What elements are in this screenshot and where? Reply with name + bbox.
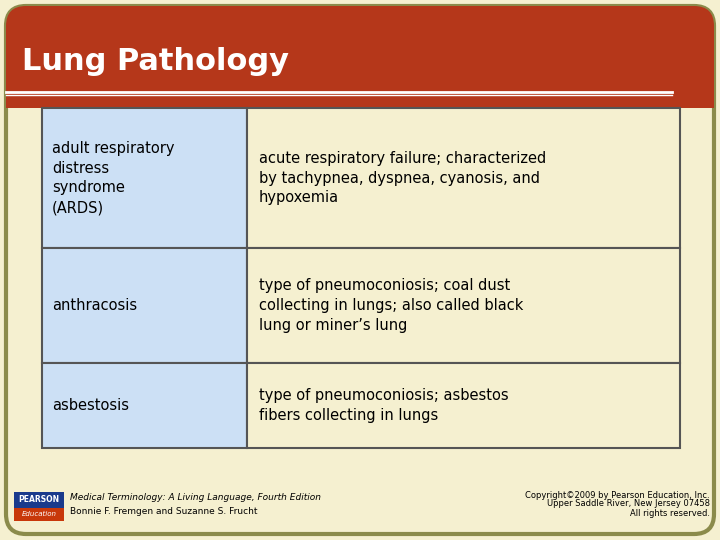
Bar (42, 248, 247, 363)
Text: type of pneumoconiosis; coal dust
collecting in lungs; also called black
lung or: type of pneumoconiosis; coal dust collec… (259, 278, 523, 333)
Bar (247, 108, 680, 248)
Bar (247, 248, 680, 363)
Text: Bonnie F. Fremgen and Suzanne S. Frucht: Bonnie F. Fremgen and Suzanne S. Frucht (70, 508, 258, 516)
Text: Lung Pathology: Lung Pathology (22, 48, 289, 77)
FancyBboxPatch shape (6, 6, 714, 534)
Bar (14, 492, 64, 508)
Text: anthracosis: anthracosis (52, 298, 137, 313)
Text: Medical Terminology: A Living Language, Fourth Edition: Medical Terminology: A Living Language, … (70, 494, 321, 503)
Bar (14, 508, 64, 521)
Text: acute respiratory failure; characterized
by tachypnea, dyspnea, cyanosis, and
hy: acute respiratory failure; characterized… (259, 151, 546, 205)
Text: Copyright©2009 by Pearson Education, Inc.: Copyright©2009 by Pearson Education, Inc… (526, 490, 710, 500)
Bar (42, 363, 247, 448)
Text: Upper Saddle River, New Jersey 07458: Upper Saddle River, New Jersey 07458 (547, 500, 710, 509)
Bar (6, 50, 714, 108)
Text: PEARSON: PEARSON (19, 496, 60, 504)
Bar (42, 108, 247, 248)
Text: All rights reserved.: All rights reserved. (630, 509, 710, 517)
Text: type of pneumoconiosis; asbestos
fibers collecting in lungs: type of pneumoconiosis; asbestos fibers … (259, 388, 508, 423)
FancyBboxPatch shape (6, 6, 714, 108)
Text: asbestosis: asbestosis (52, 398, 129, 413)
Text: Education: Education (22, 511, 56, 517)
Text: adult respiratory
distress
syndrome
(ARDS): adult respiratory distress syndrome (ARD… (52, 141, 174, 215)
Bar (247, 363, 680, 448)
